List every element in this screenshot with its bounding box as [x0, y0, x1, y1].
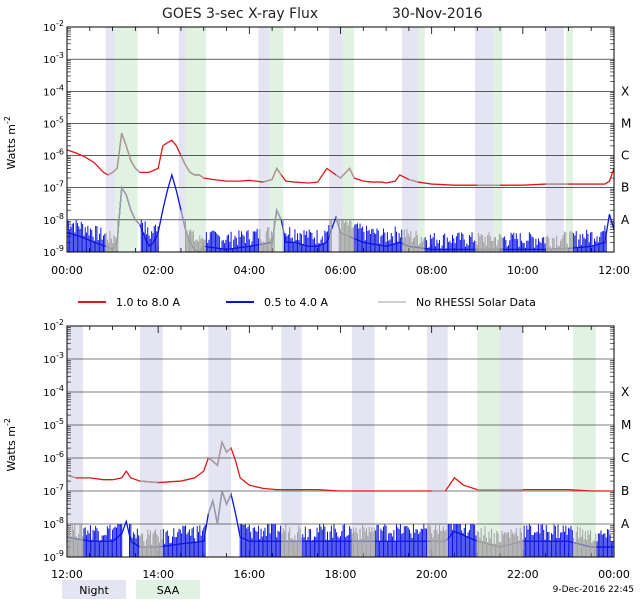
night-band	[178, 27, 186, 252]
x-tick-label: 06:00	[325, 264, 357, 277]
saa-band	[269, 27, 284, 252]
flare-class-label: A	[621, 517, 630, 531]
no-rhessi-segment	[335, 167, 355, 179]
saa-legend-label: SAA	[157, 584, 180, 597]
x-tick-label: 16:00	[233, 568, 265, 581]
saa-band	[572, 326, 596, 557]
y-tick-label: 10-9	[43, 244, 64, 259]
night-band	[500, 326, 523, 557]
night-band	[139, 326, 163, 557]
y-tick-label: 10-6	[43, 148, 64, 163]
top-panel: 10-9 10-8 10-7 10-6 10-5 10-4 10-3 10-2 Watts m-…	[3, 19, 631, 277]
no-rhessi-segment	[408, 178, 419, 183]
x-tick-label: 10:00	[507, 264, 539, 277]
saa-band	[493, 27, 503, 252]
x-tick-label: 14:00	[142, 568, 174, 581]
plot-frame	[66, 325, 615, 558]
y-tick-label: 10-2	[43, 318, 64, 333]
flare-class-label: B	[621, 181, 629, 195]
night-band	[105, 27, 115, 252]
chart-title: GOES 3-sec X-ray Flux	[162, 6, 318, 22]
x-tick-label: 08:00	[416, 264, 448, 277]
x-tick-label: 00:00	[598, 568, 630, 581]
night-band	[329, 27, 343, 252]
no-rhessi-segment	[107, 132, 141, 176]
flare-class-label: M	[621, 116, 631, 130]
flare-class-label: X	[621, 84, 629, 98]
flare-class-label: C	[621, 149, 629, 163]
x-tick-label: 20:00	[416, 568, 448, 581]
night-band	[474, 27, 494, 252]
y-tick-label: 10-7	[43, 483, 64, 498]
y-tick-label: 10-3	[43, 51, 64, 66]
night-band	[208, 326, 232, 557]
legend-label: 0.5 to 4.0 A	[264, 296, 329, 309]
channel-legend: 1.0 to 8.0 A 0.5 to 4.0 A No RHESSI Solar …	[78, 296, 536, 309]
band-legend: Night SAA	[62, 580, 200, 599]
x-tick-label: 12:00	[51, 568, 83, 581]
legend-label: No RHESSI Solar Data	[416, 296, 536, 309]
no-rhessi-segment	[139, 480, 159, 484]
flare-class-label: M	[621, 418, 631, 432]
saa-band	[185, 27, 207, 252]
flare-class-label: C	[621, 451, 629, 465]
night-band	[67, 326, 83, 557]
y-tick-label: 10-6	[43, 450, 64, 465]
saa-band	[566, 27, 573, 252]
night-legend-swatch	[62, 580, 126, 599]
y-tick-label: 10-8	[43, 516, 64, 531]
x-tick-label: 12:00	[598, 264, 630, 277]
no-rhessi-segment	[207, 490, 232, 525]
y-tick-label: 10-4	[43, 384, 64, 399]
night-band	[281, 326, 302, 557]
no-rhessi-segment	[180, 155, 205, 179]
y-tick-label: 10-9	[43, 549, 64, 564]
saa-legend-swatch	[136, 580, 200, 599]
y-tick-label: 10-5	[43, 417, 64, 432]
flare-class-label: X	[621, 385, 629, 399]
x-tick-label: 04:00	[233, 264, 265, 277]
saa-band	[342, 27, 355, 252]
series-line-long	[66, 440, 614, 492]
x-tick-label: 00:00	[51, 264, 83, 277]
bottom-panel: 10-9 10-8 10-7 10-6 10-5 10-4 10-3 10-2 Watts m-…	[3, 318, 631, 581]
flare-class-label: A	[621, 213, 630, 227]
y-tick-label: 10-2	[43, 19, 64, 34]
night-band	[258, 27, 270, 252]
y-axis-label: Watts m-2	[3, 116, 18, 169]
no-rhessi-segment	[262, 167, 282, 183]
y-tick-label: 10-8	[43, 212, 64, 227]
saa-band	[417, 27, 425, 252]
timestamp: 9-Dec-2016 22:45	[553, 585, 634, 595]
no-rhessi-segment	[207, 440, 232, 467]
x-tick-label: 02:00	[142, 264, 174, 277]
saa-band	[477, 326, 501, 557]
night-band	[351, 326, 375, 557]
y-tick-label: 10-4	[43, 83, 64, 98]
y-tick-label: 10-5	[43, 115, 64, 130]
x-tick-label: 18:00	[325, 568, 357, 581]
plot-frame	[66, 26, 615, 253]
night-band	[545, 27, 564, 252]
no-rhessi-segment	[105, 185, 141, 251]
legend-label: 1.0 to 8.0 A	[116, 296, 181, 309]
chart-date: 30-Nov-2016	[392, 6, 483, 22]
y-tick-label: 10-7	[43, 180, 64, 195]
night-band	[402, 27, 418, 252]
night-band	[427, 326, 448, 557]
x-tick-label: 22:00	[507, 568, 539, 581]
night-legend-label: Night	[79, 584, 109, 597]
y-tick-label: 10-3	[43, 351, 64, 366]
y-axis-label: Watts m-2	[3, 418, 18, 471]
no-rhessi-segment	[66, 474, 77, 479]
flare-class-label: B	[621, 484, 629, 498]
